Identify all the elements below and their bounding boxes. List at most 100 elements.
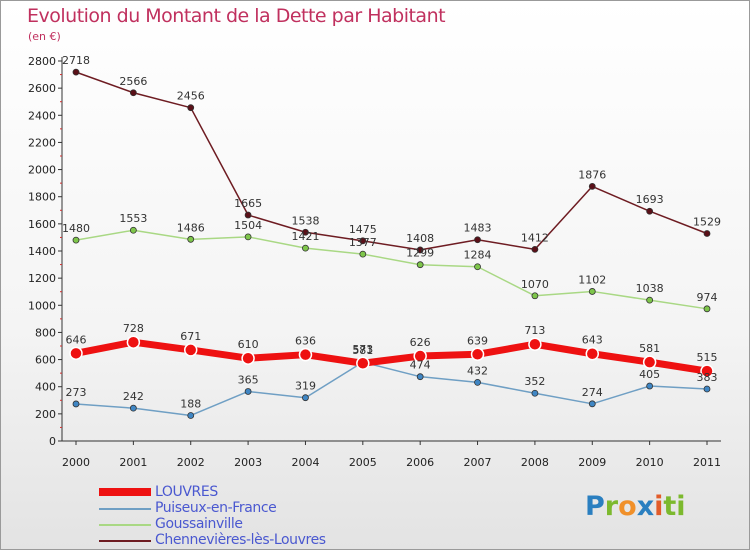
- y-tick-label: 1400: [28, 245, 56, 258]
- logo-letter: o: [618, 491, 637, 522]
- data-label: 626: [410, 336, 431, 349]
- data-point: [416, 261, 424, 269]
- data-point: [474, 378, 481, 386]
- data-point: [588, 182, 596, 190]
- data-label: 643: [582, 334, 603, 347]
- data-label: 383: [697, 371, 718, 384]
- data-label: 713: [524, 324, 545, 337]
- data-point: [588, 400, 596, 408]
- legend-label: Goussainville: [155, 516, 243, 532]
- data-label: 2566: [119, 75, 147, 88]
- y-minor-tick: [60, 182, 62, 184]
- data-label: 1377: [349, 236, 377, 249]
- data-label: 671: [180, 330, 201, 343]
- data-label: 639: [467, 334, 488, 347]
- data-point: [703, 230, 711, 237]
- data-point: [302, 244, 309, 252]
- data-label: 273: [66, 386, 87, 399]
- data-point: [356, 356, 370, 370]
- data-label: 319: [295, 380, 316, 393]
- y-tick-label: 2800: [28, 55, 56, 68]
- data-point: [531, 245, 539, 253]
- logo-letter: P: [585, 491, 605, 522]
- data-point: [72, 400, 80, 408]
- logo-letter: r: [604, 491, 619, 522]
- data-label: 581: [352, 344, 373, 357]
- data-label: 1102: [578, 273, 606, 286]
- data-label: 581: [639, 342, 660, 355]
- proxiti-logo: Proxiti: [585, 491, 686, 522]
- data-point: [646, 382, 654, 390]
- x-tick-label: 2009: [578, 456, 606, 469]
- y-minor-tick: [60, 101, 62, 103]
- y-tick-label: 200: [35, 408, 56, 421]
- y-tick-label: 1000: [28, 299, 56, 312]
- data-point: [646, 207, 654, 215]
- x-tick-label: 2006: [406, 456, 434, 469]
- data-label: 610: [238, 338, 259, 351]
- data-point: [298, 347, 313, 362]
- data-point: [302, 228, 309, 236]
- x-tick-label: 2010: [636, 456, 664, 469]
- y-tick-label: 800: [35, 326, 56, 339]
- series-line: [75, 361, 708, 417]
- data-point: [187, 412, 195, 419]
- data-label: 1475: [349, 223, 377, 236]
- data-labels: 2718 2566 2456 1665 1538 1475 1408 1483 1412 1876…: [62, 54, 721, 410]
- legend-label: Chennevières-lès-Louvres: [155, 532, 326, 548]
- y-minor-tick: [60, 318, 62, 320]
- data-point: [703, 305, 711, 313]
- x-tick-label: 2004: [291, 456, 319, 469]
- legend-swatch: [99, 524, 151, 526]
- y-minor-tick: [60, 345, 62, 347]
- data-label: 1553: [119, 212, 147, 225]
- x-tick-label: 2002: [177, 456, 205, 469]
- data-label: 2718: [62, 54, 90, 67]
- data-point: [359, 250, 367, 258]
- data-label: 1038: [636, 282, 664, 295]
- data-label: 1504: [234, 219, 262, 232]
- data-label: 274: [582, 386, 603, 399]
- y-tick-label: 1200: [28, 272, 56, 285]
- y-minor-tick: [60, 264, 62, 266]
- data-label: 1480: [62, 222, 90, 235]
- data-point: [244, 233, 252, 241]
- y-tick-label: 600: [35, 354, 56, 367]
- y-minor-tick: [60, 399, 62, 401]
- legend-swatch: [99, 540, 151, 542]
- legend-label: LOUVRES: [155, 484, 218, 500]
- data-point: [416, 373, 424, 381]
- logo-letter: ti: [663, 491, 686, 522]
- data-label: 1421: [291, 230, 319, 243]
- data-point: [470, 347, 485, 362]
- legend-item: Puiseux-en-France: [99, 500, 359, 517]
- logo-letter: i: [654, 491, 664, 522]
- series-line: [75, 71, 708, 251]
- legend-item: Goussainville: [99, 516, 359, 533]
- series-line: [75, 229, 708, 310]
- y-minor-tick: [60, 372, 62, 374]
- y-minor-tick: [60, 74, 62, 76]
- y-tick-label: 1600: [28, 218, 56, 231]
- data-point: [72, 68, 80, 76]
- data-label: 636: [295, 335, 316, 348]
- data-point: [69, 346, 83, 361]
- data-point: [72, 236, 80, 244]
- data-label: 646: [66, 333, 87, 346]
- data-point: [187, 235, 195, 243]
- data-label: 2456: [177, 90, 205, 103]
- data-point: [646, 296, 654, 304]
- data-point: [474, 236, 481, 244]
- x-tick-label: 2007: [464, 456, 492, 469]
- data-label: 1876: [578, 168, 606, 181]
- y-tick-label: 2400: [28, 109, 56, 122]
- data-label: 474: [410, 359, 431, 372]
- y-minor-tick: [60, 291, 62, 293]
- data-point: [528, 337, 542, 351]
- y-minor-tick: [60, 128, 62, 130]
- legend-swatch: [99, 488, 151, 496]
- y-tick-label: 2200: [28, 136, 56, 149]
- x-tick-label: 2003: [234, 456, 262, 469]
- data-label: 728: [123, 322, 144, 335]
- data-label: 1408: [406, 232, 434, 245]
